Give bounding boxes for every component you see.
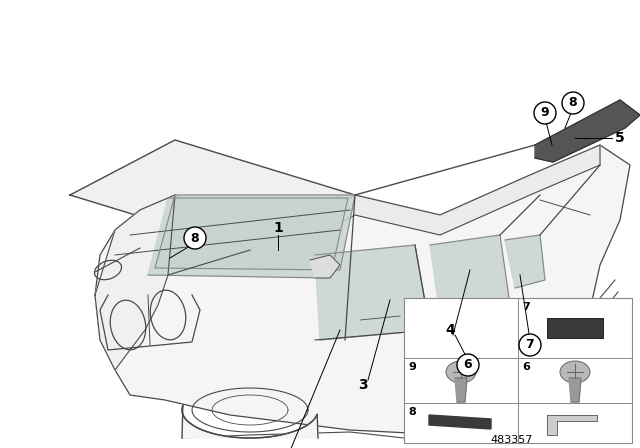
Text: 5: 5 <box>615 131 625 145</box>
Polygon shape <box>422 411 558 443</box>
Polygon shape <box>95 145 630 435</box>
Polygon shape <box>315 245 430 340</box>
Circle shape <box>519 334 541 356</box>
Ellipse shape <box>446 361 476 383</box>
Bar <box>547 318 603 338</box>
Text: 1: 1 <box>273 221 283 235</box>
Text: 6: 6 <box>522 362 530 372</box>
Text: 7: 7 <box>522 302 530 312</box>
Polygon shape <box>430 235 510 315</box>
Text: 3: 3 <box>358 378 368 392</box>
Text: 8: 8 <box>191 232 199 245</box>
Circle shape <box>562 92 584 114</box>
Polygon shape <box>429 415 491 429</box>
Polygon shape <box>535 100 640 162</box>
Ellipse shape <box>560 361 590 383</box>
Text: 7: 7 <box>525 339 534 352</box>
Polygon shape <box>455 378 467 402</box>
Text: 8: 8 <box>569 96 577 109</box>
Text: 4: 4 <box>445 323 455 337</box>
Text: 483357: 483357 <box>491 435 533 445</box>
Polygon shape <box>70 140 355 250</box>
Text: 9: 9 <box>541 107 549 120</box>
Polygon shape <box>505 235 545 288</box>
Polygon shape <box>547 415 597 435</box>
Polygon shape <box>310 255 340 278</box>
Text: 6: 6 <box>464 358 472 371</box>
Polygon shape <box>569 378 581 402</box>
Bar <box>404 298 632 443</box>
Polygon shape <box>95 195 175 370</box>
Polygon shape <box>148 198 348 278</box>
Polygon shape <box>182 405 318 438</box>
Polygon shape <box>250 145 600 270</box>
Text: 9: 9 <box>408 362 416 372</box>
Text: 8: 8 <box>408 407 416 417</box>
Circle shape <box>184 227 206 249</box>
Circle shape <box>534 102 556 124</box>
Polygon shape <box>155 195 355 270</box>
Circle shape <box>457 354 479 376</box>
